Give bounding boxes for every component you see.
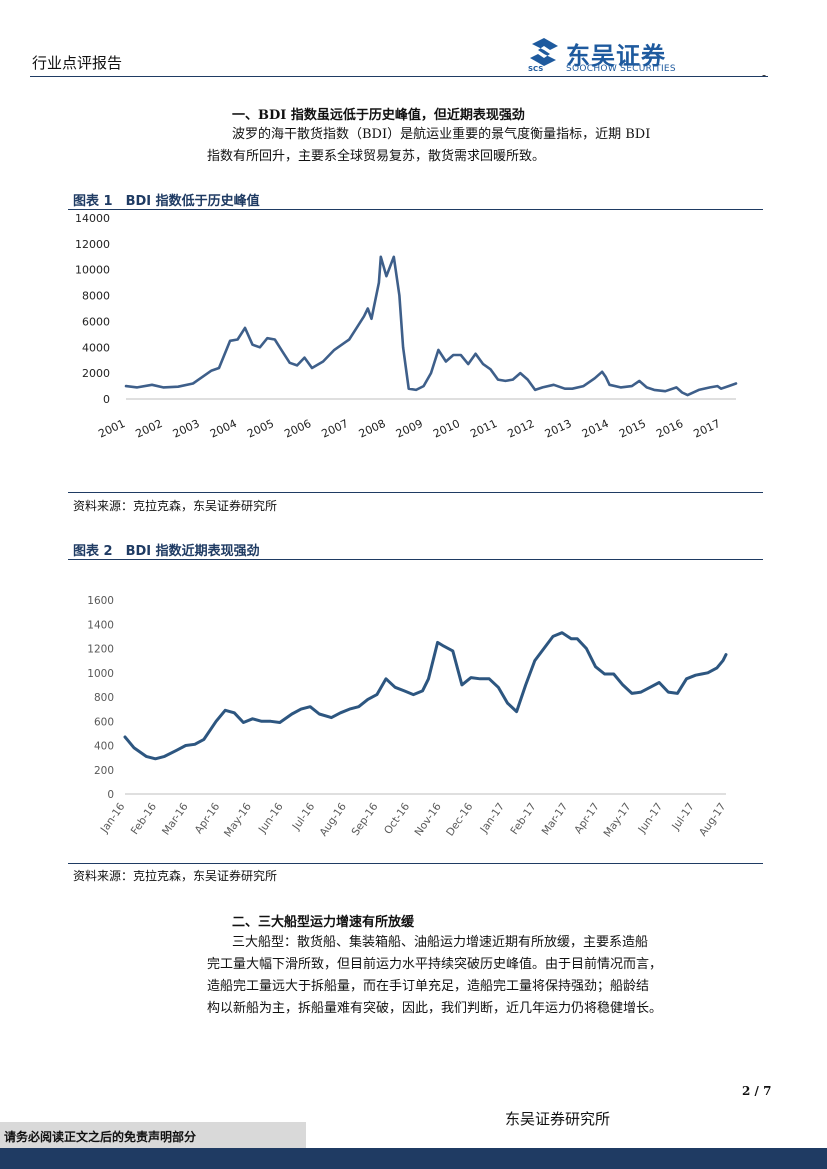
chart-1-x-tick-label: 2012 xyxy=(506,417,537,441)
chart-1-x-tick-label: 2005 xyxy=(245,417,276,441)
figure-2-bottom-rule xyxy=(68,863,763,864)
chart-2-x-tick-label: Nov-16 xyxy=(413,801,444,839)
chart-2-series-line xyxy=(123,631,728,761)
chart-1-y-tick-label: 4000 xyxy=(82,341,110,354)
chart-1-x-tick-label: 2004 xyxy=(208,417,239,441)
chart-2-y-tick-label: 400 xyxy=(94,741,114,753)
chart-1-x-tick-label: 2008 xyxy=(357,417,388,441)
chart-1-y-tick-label: 6000 xyxy=(82,315,110,328)
footer-bar xyxy=(0,1148,827,1169)
chart-2-x-tick-label: Feb-16 xyxy=(129,801,160,837)
header-mark: - xyxy=(762,68,767,82)
section-2-line-3: 造船完工量远大于拆船量，而在手订单充足，造船完工量将保持强劲；船龄结 xyxy=(207,979,650,994)
chart-2-x-tick-label: Mar-17 xyxy=(540,801,571,838)
chart-2-x-tick-label: Jan-17 xyxy=(478,801,508,836)
logo-name-en: SOOCHOW SECURITIES xyxy=(566,64,676,74)
chart-1-x-tick-label: 2001 xyxy=(96,417,127,441)
section-2-line-1: 三大船型：散货船、集装箱船、油船运力增速近期有所放缓，主要系造船 xyxy=(232,935,649,950)
chart-2-x-tick-label: Jan-16 xyxy=(98,801,128,836)
report-type-label: 行业点评报告 xyxy=(32,54,123,72)
chart-1-x-tick-label: 2006 xyxy=(282,417,313,441)
chart-1-series-line xyxy=(124,255,738,397)
chart-2-x-tick-label: Jul-16 xyxy=(290,801,318,833)
logo-name-cn: 东吴证券 xyxy=(566,42,666,70)
chart-1-x-tick-label: 2015 xyxy=(617,417,648,441)
header-divider xyxy=(30,76,768,77)
chart-1-x-tick-label: 2003 xyxy=(171,417,202,441)
section-2-line-2: 完工量大幅下滑所致，但目前运力水平持续突破历史峰值。由于目前情况而言， xyxy=(207,957,663,972)
section-2-line-4: 构以新船为主，拆船量难有突破，因此，我们判断，近几年运力仍将稳健增长。 xyxy=(207,1001,663,1016)
figure-1-top-rule xyxy=(68,209,763,210)
chart-2-y-tick-label: 1400 xyxy=(87,619,114,631)
disclaimer-text: 请务必阅读正文之后的免责声明部分 xyxy=(4,1130,197,1144)
chart-1-x-tick-label: 2009 xyxy=(394,417,425,441)
logo-abbr: SCS xyxy=(528,65,544,73)
chart-2-x-tick-label: Jul-17 xyxy=(669,801,697,833)
chart-1-x-tick-label: 2011 xyxy=(468,417,499,441)
figure-2-title: 图表 2 BDI 指数近期表现强劲 xyxy=(73,544,260,559)
chart-2-x-tick-label: Apr-17 xyxy=(572,801,602,836)
chart-2-y-tick-label: 0 xyxy=(107,789,114,801)
chart-2-y-tick-label: 1200 xyxy=(87,644,114,656)
chart-1-x-tick-label: 2007 xyxy=(320,417,351,441)
chart-1-y-tick-label: 14000 xyxy=(75,212,110,225)
section-1-heading: 一、BDI 指数虽远低于历史峰值，但近期表现强劲 xyxy=(232,108,525,123)
chart-2-x-tick-label: May-16 xyxy=(222,801,254,840)
section-1-line-1: 波罗的海干散货指数（BDI）是航运业重要的景气度衡量指标，近期 BDI xyxy=(232,127,651,142)
figure-2-source: 资料来源：克拉克森，东吴证券研究所 xyxy=(73,869,278,883)
chart-1-x-tick-label: 2002 xyxy=(134,417,165,441)
section-1-line-2: 指数有所回升，主要系全球贸易复苏，散货需求回暖所致。 xyxy=(207,149,546,164)
figure-1-title: 图表 1 BDI 指数低于历史峰值 xyxy=(73,194,260,209)
chart-2-x-tick-label: Aug-17 xyxy=(697,801,728,839)
chart-2-x-tick-label: Jun-16 xyxy=(256,801,286,836)
chart-1-x-tick-label: 2017 xyxy=(692,417,723,441)
section-1-paragraph: 波罗的海干散货指数（BDI）是航运业重要的景气度衡量指标，近期 BDI xyxy=(232,124,727,146)
page-number: 2 / 7 xyxy=(742,1084,772,1098)
chart-2-y-tick-label: 200 xyxy=(94,765,114,777)
chart-2-x-tick-label: Feb-17 xyxy=(508,801,538,837)
figure-1-chart: 14000 12000 10000 8000 6000 4000 2000 0 2001 2002… xyxy=(75,212,738,441)
section-1-paragraph-cont: 指数有所回升，主要系全球贸易复苏，散货需求回暖所致。 xyxy=(207,146,702,168)
chart-1-y-tick-label: 12000 xyxy=(75,238,110,251)
chart-2-x-tick-label: May-17 xyxy=(602,801,634,840)
figure-1-source: 资料来源：克拉克森，东吴证券研究所 xyxy=(73,499,278,513)
logo-icon xyxy=(530,38,558,66)
footer-organization: 东吴证券研究所 xyxy=(505,1110,611,1128)
chart-2-y-tick-label: 1600 xyxy=(87,595,114,607)
chart-2-x-tick-label: Aug-16 xyxy=(317,801,349,839)
chart-2-x-tick-label: Dec-16 xyxy=(444,801,476,839)
chart-2-y-tick-label: 1000 xyxy=(87,668,114,680)
chart-1-y-tick-label: 10000 xyxy=(75,264,110,277)
disclaimer-box xyxy=(0,1122,306,1148)
chart-2-y-tick-label: 800 xyxy=(94,692,114,704)
chart-1-y-tick-label: 0 xyxy=(103,393,110,406)
chart-1-x-tick-label: 2013 xyxy=(543,417,574,441)
chart-2-x-tick-label: Apr-16 xyxy=(193,801,223,837)
chart-1-y-tick-label: 8000 xyxy=(82,290,110,303)
chart-1-y-tick-label: 2000 xyxy=(82,367,110,380)
chart-2-x-tick-label: Sep-16 xyxy=(349,801,380,838)
chart-2-y-tick-label: 600 xyxy=(94,716,114,728)
figure-1-bottom-rule xyxy=(68,492,763,493)
chart-1-x-tick-label: 2010 xyxy=(431,417,462,441)
figure-2-top-rule xyxy=(68,559,763,560)
company-logo: SCS 东吴证券 SOOCHOW SECURITIES xyxy=(526,36,696,76)
chart-2-x-tick-label: Oct-16 xyxy=(382,801,412,837)
chart-1-x-tick-label: 2016 xyxy=(654,417,685,441)
chart-2-x-tick-label: Jun-17 xyxy=(636,801,666,836)
chart-2-x-tick-label: Mar-16 xyxy=(160,801,191,838)
section-2-heading: 二、三大船型运力增速有所放缓 xyxy=(232,915,415,930)
chart-1-x-tick-label: 2014 xyxy=(580,417,611,441)
